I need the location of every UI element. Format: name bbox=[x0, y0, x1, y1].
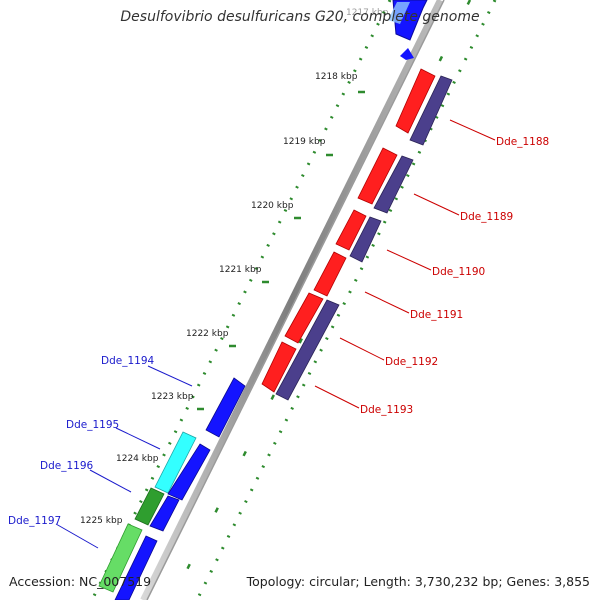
right-label-leaders bbox=[314, 119, 496, 409]
left-gene-features bbox=[98, 377, 246, 600]
gene-feature-blue[interactable] bbox=[114, 535, 158, 600]
gene-feature-blue[interactable] bbox=[167, 443, 211, 501]
tick-label: 1219 kbp bbox=[283, 137, 326, 147]
gene-feature-red[interactable] bbox=[335, 209, 367, 251]
gene-feature-purple[interactable] bbox=[373, 155, 414, 214]
gene-feature-green[interactable] bbox=[134, 487, 165, 526]
leader-line bbox=[314, 385, 360, 409]
leader-line bbox=[147, 365, 193, 387]
genome-summary-text: Topology: circular; Length: 3,730,232 bp… bbox=[246, 574, 590, 589]
leader-line bbox=[89, 469, 132, 493]
gene-feature-partial[interactable] bbox=[388, 2, 410, 24]
gene-feature-purple[interactable] bbox=[275, 299, 340, 401]
leader-line bbox=[115, 427, 161, 450]
gene-label-dde-1188[interactable]: Dde_1188 bbox=[496, 136, 549, 148]
leader-line bbox=[339, 337, 385, 361]
gene-feature-cyan[interactable] bbox=[154, 431, 197, 494]
left-gene-labels: Dde_1194 Dde_1195 Dde_1196 Dde_1197 bbox=[8, 355, 155, 527]
tick-layer: 1217 kbp 1218 kbp 1219 kbp 1220 kbp 1221… bbox=[80, 8, 389, 536]
gene-feature-red[interactable] bbox=[284, 292, 324, 344]
tick-label: 1222 kbp bbox=[186, 329, 229, 339]
gene-label-dde-1194[interactable]: Dde_1194 bbox=[101, 355, 155, 367]
genome-backbone-shadow bbox=[146, 0, 445, 600]
gene-feature-purple[interactable] bbox=[409, 75, 453, 146]
leader-line bbox=[449, 119, 496, 141]
leader-line bbox=[364, 291, 410, 314]
gene-label-dde-1196[interactable]: Dde_1196 bbox=[40, 460, 94, 472]
tick-label: 1221 kbp bbox=[219, 265, 262, 275]
tick-label: 1218 kbp bbox=[315, 72, 358, 82]
gene-feature-partial[interactable] bbox=[400, 48, 414, 60]
genome-backbone bbox=[140, 0, 443, 600]
map-title: Desulfovibrio desulfuricans G20, complet… bbox=[120, 9, 480, 25]
gene-feature-blue[interactable] bbox=[205, 377, 246, 438]
gene-feature-red[interactable] bbox=[313, 251, 347, 297]
tick-label: 1217 kbp bbox=[346, 8, 389, 18]
leader-line bbox=[55, 523, 99, 549]
right-gene-features bbox=[261, 0, 453, 401]
gene-label-dde-1191[interactable]: Dde_1191 bbox=[410, 309, 463, 321]
gene-feature-blue[interactable] bbox=[149, 495, 180, 532]
gene-feature-red[interactable] bbox=[395, 68, 436, 134]
leader-line bbox=[386, 249, 432, 271]
tick-label: 1220 kbp bbox=[251, 201, 294, 211]
tick-label: 1224 kbp bbox=[116, 454, 159, 464]
gene-label-dde-1197[interactable]: Dde_1197 bbox=[8, 515, 61, 527]
tick-label: 1223 kbp bbox=[151, 392, 194, 402]
inner-tick-ring bbox=[195, 0, 497, 600]
leader-line bbox=[413, 193, 460, 216]
gene-label-dde-1193[interactable]: Dde_1193 bbox=[360, 404, 413, 416]
gene-label-dde-1189[interactable]: Dde_1189 bbox=[460, 211, 513, 223]
gene-label-dde-1190[interactable]: Dde_1190 bbox=[432, 266, 485, 278]
left-label-leaders bbox=[55, 365, 193, 549]
gene-label-dde-1192[interactable]: Dde_1192 bbox=[385, 356, 438, 368]
gene-label-dde-1195[interactable]: Dde_1195 bbox=[66, 419, 119, 431]
accession-text: Accession: NC_007519 bbox=[9, 574, 152, 589]
tick-label: 1225 kbp bbox=[80, 516, 123, 526]
gene-feature-red[interactable] bbox=[357, 147, 398, 205]
gene-feature-red[interactable] bbox=[261, 341, 297, 393]
gene-feature-purple[interactable] bbox=[349, 216, 382, 263]
gene-feature-light-green[interactable] bbox=[98, 523, 143, 593]
right-gene-labels: Dde_1188 Dde_1189 Dde_1190 Dde_1191 Dde_… bbox=[360, 136, 549, 416]
outer-tick-ring bbox=[90, 0, 392, 600]
